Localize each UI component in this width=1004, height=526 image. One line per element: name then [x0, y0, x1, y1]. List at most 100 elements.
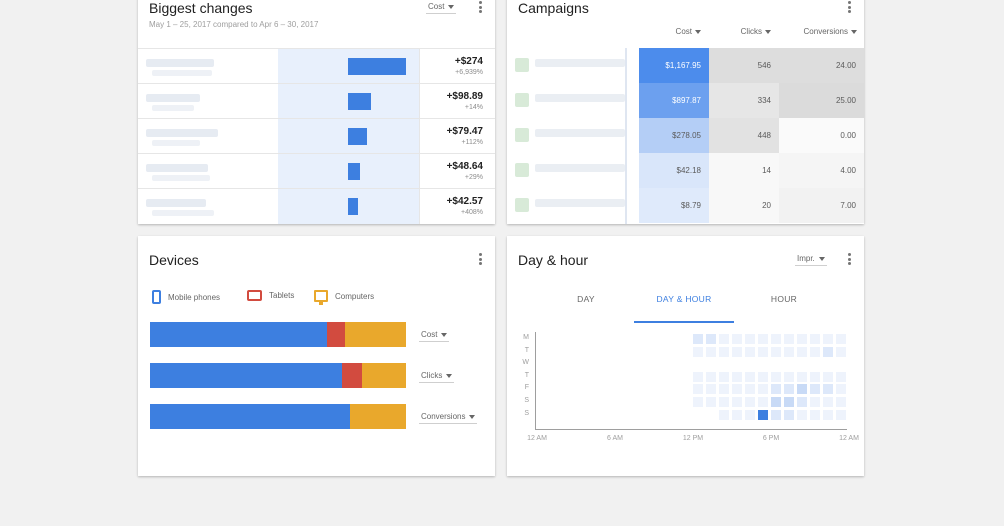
- heatmap-cell[interactable]: [771, 346, 781, 357]
- redacted-text: [535, 164, 625, 172]
- heatmap-cell[interactable]: [810, 397, 820, 407]
- heatmap-cell[interactable]: [706, 334, 716, 344]
- heatmap-cell[interactable]: [771, 409, 781, 420]
- heatmap-cell[interactable]: [758, 334, 768, 344]
- heatmap-cell[interactable]: [784, 409, 794, 420]
- heatmap-cell[interactable]: [693, 346, 703, 357]
- column-header-cost[interactable]: Cost: [639, 27, 701, 36]
- heatmap-cell[interactable]: [823, 346, 833, 357]
- heatmap-cell[interactable]: [771, 397, 781, 407]
- heatmap-cell[interactable]: [693, 334, 703, 344]
- heatmap-cell[interactable]: [706, 371, 716, 382]
- heatmap-cell[interactable]: [758, 371, 768, 382]
- heatmap-cell[interactable]: [784, 371, 794, 382]
- table-row[interactable]: $42.18 14 4.00: [507, 153, 864, 188]
- heatmap-cell[interactable]: [771, 371, 781, 382]
- heatmap-cell[interactable]: [810, 346, 820, 357]
- segment-computer: [362, 363, 406, 388]
- heatmap-cell[interactable]: [706, 346, 716, 357]
- heatmap-cell[interactable]: [706, 384, 716, 395]
- heatmap-cell[interactable]: [719, 334, 729, 344]
- heatmap-cell[interactable]: [810, 371, 820, 382]
- heatmap-cell[interactable]: [693, 397, 703, 407]
- heatmap-cell[interactable]: [758, 346, 768, 357]
- heatmap-cell[interactable]: [758, 384, 768, 395]
- more-options-icon[interactable]: [474, 0, 486, 14]
- heatmap-cell[interactable]: [745, 346, 755, 357]
- cell-cost: $897.87: [639, 83, 709, 118]
- more-options-icon[interactable]: [474, 252, 486, 266]
- heatmap-cell[interactable]: [810, 409, 820, 420]
- tab-hour[interactable]: HOUR: [770, 294, 798, 304]
- heatmap-cell[interactable]: [810, 334, 820, 344]
- column-header-conversions[interactable]: Conversions: [779, 27, 857, 36]
- heatmap-cell[interactable]: [732, 334, 742, 344]
- heatmap-cell[interactable]: [797, 371, 807, 382]
- heatmap-cell[interactable]: [719, 397, 729, 407]
- dropdown-label: Conversions: [421, 412, 466, 421]
- heatmap-cell[interactable]: [784, 346, 794, 357]
- heatmap-cell[interactable]: [836, 346, 846, 357]
- heatmap-cell[interactable]: [745, 371, 755, 382]
- heatmap-cell[interactable]: [719, 346, 729, 357]
- heatmap-cell[interactable]: [758, 409, 768, 420]
- metric-dropdown[interactable]: Clicks: [419, 371, 455, 383]
- table-row[interactable]: $897.87 334 25.00: [507, 83, 864, 118]
- heatmap-cell[interactable]: [797, 397, 807, 407]
- heatmap-cell[interactable]: [823, 409, 833, 420]
- metric-dropdown[interactable]: Conversions: [419, 412, 478, 424]
- heatmap-cell[interactable]: [823, 384, 833, 395]
- change-row[interactable]: +$42.57 +408%: [138, 188, 495, 224]
- heatmap-cell[interactable]: [693, 371, 703, 382]
- heatmap-cell[interactable]: [732, 384, 742, 395]
- change-row[interactable]: +$98.89 +14%: [138, 83, 495, 119]
- heatmap-cell[interactable]: [784, 334, 794, 344]
- heatmap-cell[interactable]: [771, 334, 781, 344]
- day-hour-metric-dropdown[interactable]: Impr.: [795, 254, 827, 266]
- heatmap-cell[interactable]: [745, 409, 755, 420]
- change-row[interactable]: +$274 +6,939%: [138, 48, 495, 84]
- heatmap-cell[interactable]: [810, 384, 820, 395]
- more-options-icon[interactable]: [843, 0, 855, 14]
- heatmap-cell[interactable]: [823, 397, 833, 407]
- heatmap-cell[interactable]: [758, 397, 768, 407]
- heatmap-cell[interactable]: [732, 397, 742, 407]
- heatmap-cell[interactable]: [745, 397, 755, 407]
- heatmap-cell[interactable]: [771, 384, 781, 395]
- heatmap-cell[interactable]: [719, 409, 729, 420]
- biggest-changes-metric-dropdown[interactable]: Cost: [426, 2, 457, 14]
- change-bar: [348, 198, 358, 215]
- table-row[interactable]: $1,167.95 546 24.00: [507, 48, 864, 83]
- heatmap-cell[interactable]: [745, 334, 755, 344]
- change-row[interactable]: +$79.47 +112%: [138, 118, 495, 154]
- heatmap-cell[interactable]: [784, 384, 794, 395]
- heatmap-cell[interactable]: [836, 384, 846, 395]
- table-row[interactable]: $278.05 448 0.00: [507, 118, 864, 153]
- heatmap-cell[interactable]: [745, 384, 755, 395]
- heatmap-cell[interactable]: [732, 371, 742, 382]
- heatmap-cell[interactable]: [719, 371, 729, 382]
- heatmap-cell[interactable]: [719, 384, 729, 395]
- column-header-clicks[interactable]: Clicks: [709, 27, 771, 36]
- more-options-icon[interactable]: [843, 252, 855, 266]
- heatmap-cell[interactable]: [797, 346, 807, 357]
- table-row[interactable]: $8.79 20 7.00: [507, 188, 864, 223]
- heatmap-cell[interactable]: [693, 384, 703, 395]
- heatmap-cell[interactable]: [797, 384, 807, 395]
- heatmap-cell[interactable]: [784, 397, 794, 407]
- change-row[interactable]: +$48.64 +29%: [138, 153, 495, 189]
- heatmap-cell[interactable]: [706, 397, 716, 407]
- heatmap-cell[interactable]: [797, 334, 807, 344]
- heatmap-cell[interactable]: [836, 409, 846, 420]
- metric-dropdown[interactable]: Cost: [419, 330, 450, 342]
- heatmap-cell[interactable]: [836, 371, 846, 382]
- heatmap-cell[interactable]: [836, 334, 846, 344]
- heatmap-cell[interactable]: [823, 334, 833, 344]
- heatmap-cell[interactable]: [797, 409, 807, 420]
- heatmap-cell[interactable]: [836, 397, 846, 407]
- tab-day[interactable]: DAY: [577, 294, 595, 304]
- heatmap-cell[interactable]: [823, 371, 833, 382]
- heatmap-cell[interactable]: [732, 346, 742, 357]
- heatmap-cell[interactable]: [732, 409, 742, 420]
- tab-day-hour[interactable]: DAY & HOUR: [656, 294, 712, 304]
